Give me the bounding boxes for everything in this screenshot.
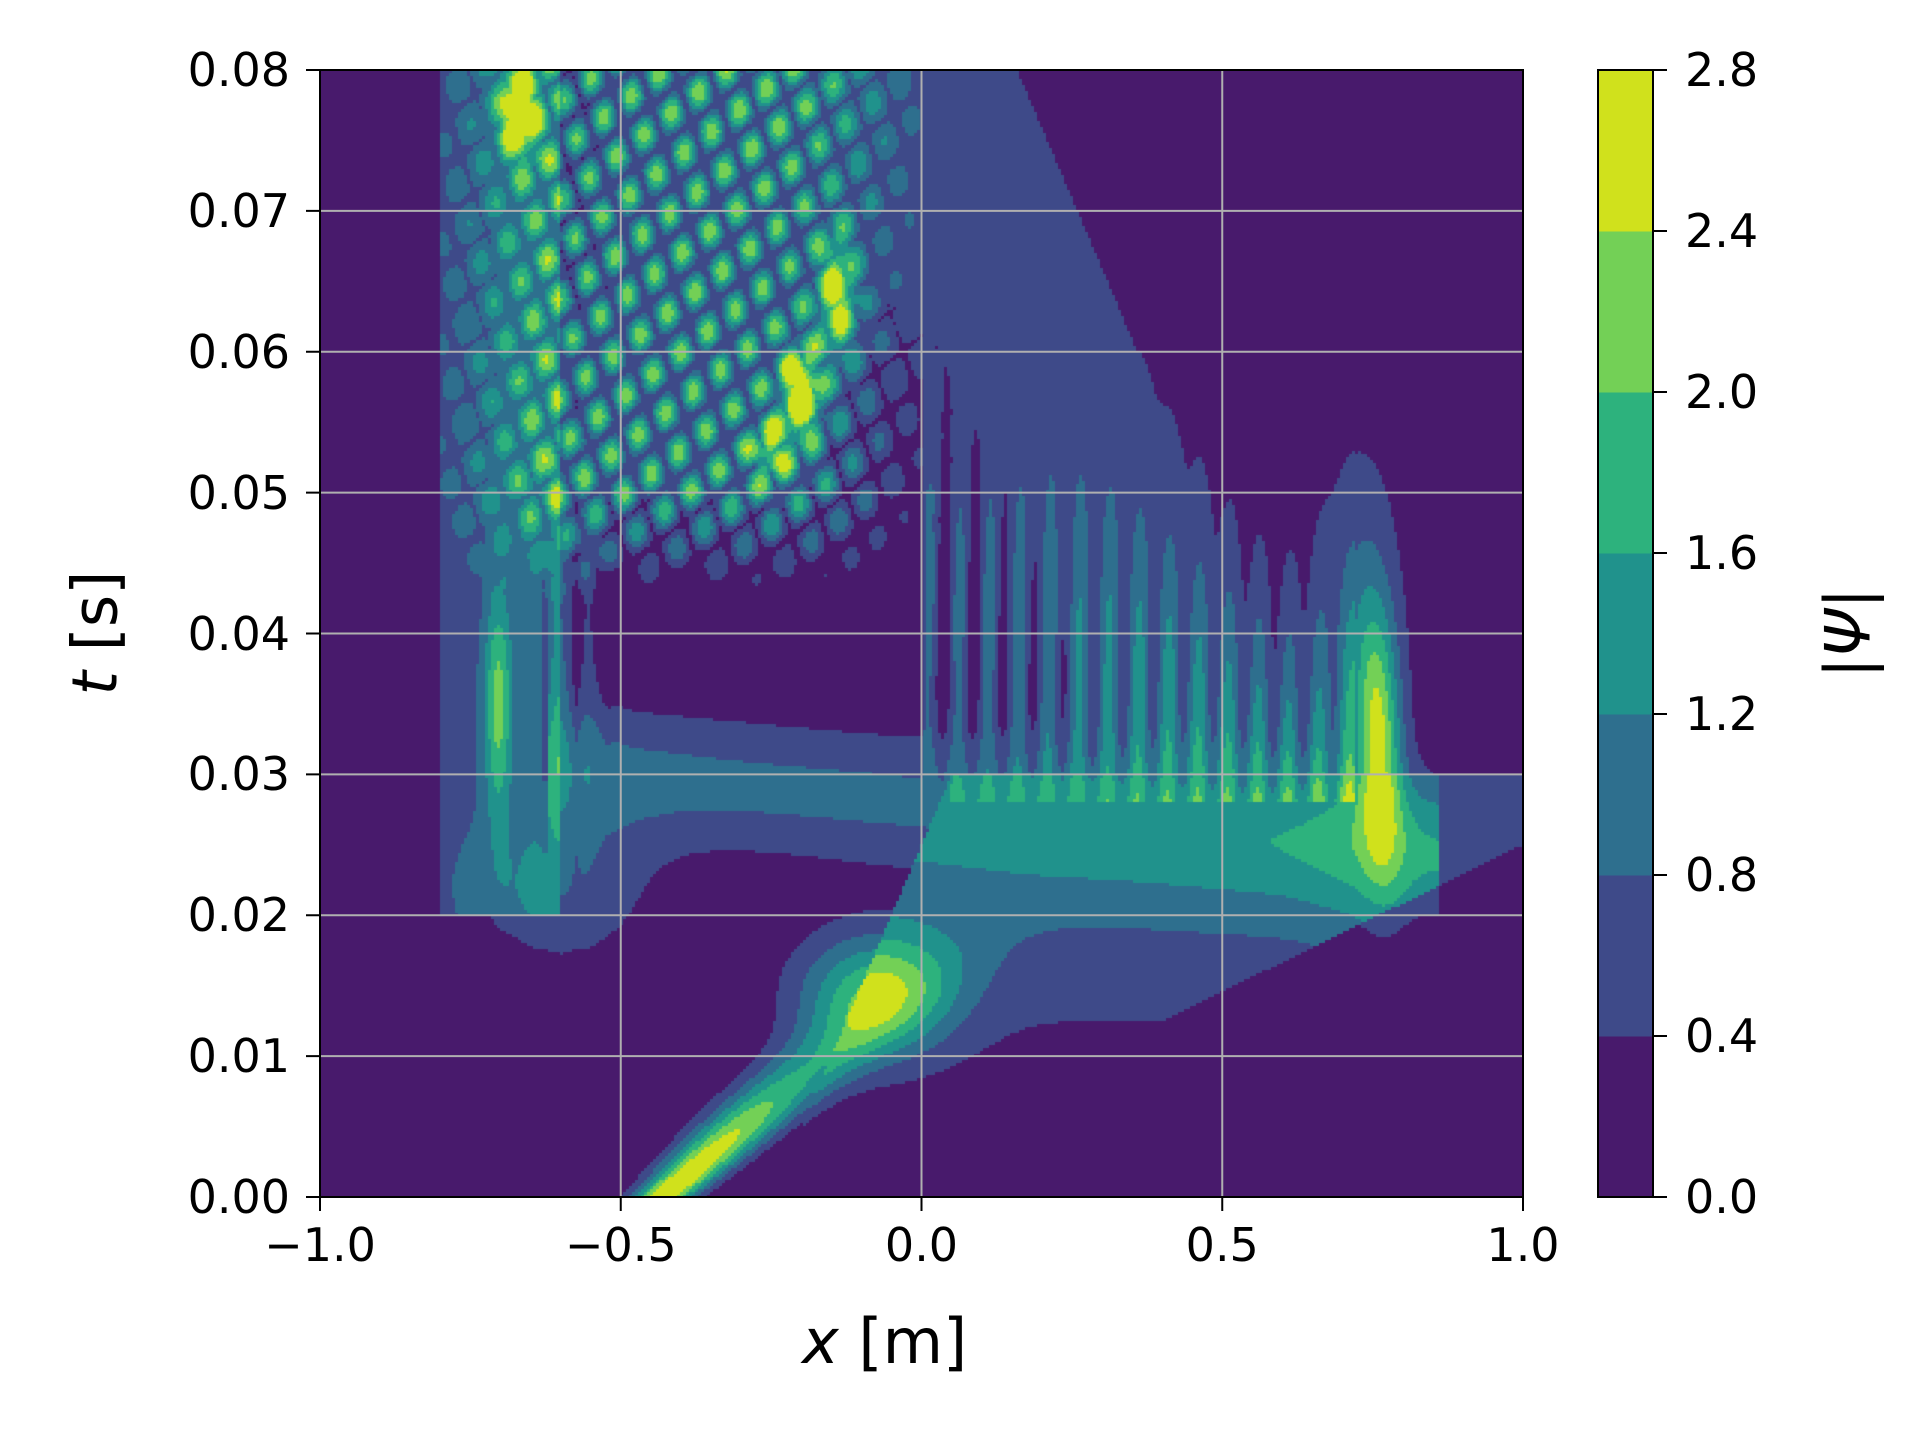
colorbar-segment [1598, 392, 1653, 554]
y-tick-label: 0.07 [187, 183, 290, 238]
x-tick-label: 0.0 [884, 1218, 959, 1272]
x-axis-var: x [802, 1305, 839, 1378]
x-axis-unit: [m] [858, 1305, 968, 1378]
colorbar-segment [1598, 553, 1653, 715]
colorbar-segment [1598, 70, 1653, 232]
y-tick-label: 0.00 [187, 1170, 290, 1224]
colorbar-tick-label: 2.0 [1685, 365, 1759, 419]
y-tick-label: 0.05 [187, 465, 290, 520]
y-tick-label: 0.02 [187, 888, 290, 943]
colorbar-tick-label: 0.0 [1685, 1170, 1759, 1224]
y-tick-label: 0.06 [187, 324, 290, 379]
x-tick-label: −1.0 [264, 1218, 376, 1272]
colorbar-segment [1598, 1036, 1653, 1198]
y-tick-label: 0.04 [187, 606, 290, 661]
y-tick-label: 0.01 [187, 1029, 290, 1084]
colorbar-tick-label: 0.4 [1685, 1009, 1759, 1063]
colorbar-segment [1598, 875, 1653, 1037]
colorbar-tick-label: 0.8 [1685, 848, 1759, 902]
colorbar-segment [1598, 231, 1653, 393]
colorbar-tick-label: 2.4 [1685, 204, 1759, 258]
grid-lines [320, 70, 1523, 1197]
y-axis-var: t [58, 671, 132, 696]
plot-frame [319, 69, 1524, 1198]
y-tick-label: 0.03 [187, 747, 290, 802]
x-tick-label: −0.5 [564, 1218, 677, 1272]
y-axis-label: t [s] [59, 571, 132, 696]
colorbar-tick-label: 1.2 [1685, 687, 1759, 741]
colorbar-label: |Ψ| [1811, 587, 1885, 679]
y-axis-unit: [s] [58, 570, 132, 652]
colorbar-tick-label: 1.6 [1685, 526, 1759, 580]
y-tick-label: 0.08 [187, 43, 290, 97]
x-axis-label: x [m] [802, 1305, 967, 1378]
colorbar-tick-label: 2.8 [1685, 43, 1759, 97]
colorbar-frame [1597, 69, 1654, 1198]
colorbar-segment [1598, 714, 1653, 876]
x-tick-label: 1.0 [1486, 1218, 1560, 1272]
contour-plot-area [320, 70, 1523, 1197]
x-tick-label: 0.5 [1185, 1218, 1259, 1272]
